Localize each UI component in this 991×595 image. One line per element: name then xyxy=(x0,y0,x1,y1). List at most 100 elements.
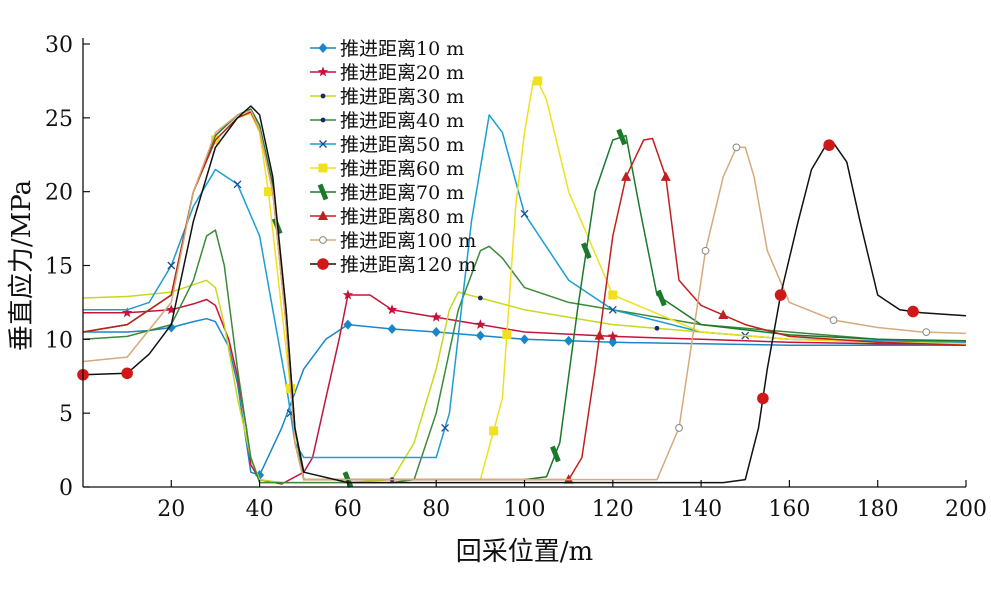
legend-item: 推进距离60 m xyxy=(310,158,464,180)
data-point xyxy=(317,183,329,201)
legend-item: 推进距离120 m xyxy=(310,254,476,276)
data-point xyxy=(533,76,543,86)
data-point xyxy=(263,187,273,197)
data-point xyxy=(319,140,327,148)
data-point xyxy=(441,423,449,432)
legend-label: 推进距离10 m xyxy=(340,38,464,60)
data-point xyxy=(318,210,328,220)
data-point xyxy=(660,171,671,181)
series-8 xyxy=(82,111,967,484)
series-line xyxy=(83,114,967,459)
x-tick-label: 200 xyxy=(945,497,987,522)
data-point xyxy=(675,424,683,432)
data-point xyxy=(343,319,353,330)
data-point xyxy=(621,171,632,181)
data-point xyxy=(580,242,592,260)
data-point xyxy=(386,304,398,315)
legend-label: 推进距离60 m xyxy=(340,158,464,180)
data-point xyxy=(167,261,176,270)
data-point xyxy=(922,328,931,336)
x-tick-label: 120 xyxy=(592,497,634,522)
data-point xyxy=(320,93,326,99)
x-tick-label: 40 xyxy=(246,497,274,522)
data-point xyxy=(774,289,787,301)
x-tick-label: 180 xyxy=(857,497,899,522)
data-point xyxy=(757,392,769,405)
series-7 xyxy=(82,108,967,488)
series-line xyxy=(82,111,967,481)
series-line xyxy=(82,108,967,481)
series-line xyxy=(83,317,966,476)
legend-item: 推进距离10 m xyxy=(310,38,464,60)
data-point xyxy=(608,305,617,314)
x-tick-label: 20 xyxy=(157,497,185,522)
data-point xyxy=(489,426,499,436)
series-9 xyxy=(82,109,967,481)
series-line xyxy=(82,109,967,481)
series-2 xyxy=(83,289,966,485)
series-line xyxy=(82,279,967,484)
x-tick-label: 160 xyxy=(768,497,810,522)
data-point xyxy=(431,326,441,337)
data-point xyxy=(608,337,618,348)
data-point xyxy=(823,139,835,151)
x-tick-label: 140 xyxy=(680,497,722,522)
series-line xyxy=(82,105,967,484)
y-tick-label: 20 xyxy=(45,181,73,206)
series-10 xyxy=(77,105,967,484)
data-point xyxy=(475,330,485,341)
y-tick-label: 25 xyxy=(45,107,73,132)
legend-label: 推进距离40 m xyxy=(340,110,464,132)
x-tick-label: 80 xyxy=(422,497,450,522)
data-point xyxy=(318,43,328,53)
legend-label: 推进距离30 m xyxy=(340,86,464,108)
legend-label: 推进距离100 m xyxy=(340,230,476,252)
data-point xyxy=(233,180,242,189)
legend-label: 推进距离50 m xyxy=(340,134,464,156)
series-line xyxy=(82,229,967,484)
data-point xyxy=(319,236,327,244)
series-4 xyxy=(82,229,967,484)
legend-label: 推进距离120 m xyxy=(340,254,476,276)
x-axis-title: 回采位置/m xyxy=(456,537,593,567)
data-point xyxy=(477,295,483,301)
data-point xyxy=(564,335,574,346)
series-3 xyxy=(82,279,967,484)
data-point xyxy=(166,304,177,315)
legend-item: 推进距离30 m xyxy=(310,86,464,108)
data-point xyxy=(342,289,354,300)
legend-label: 推进距离80 m xyxy=(340,206,464,228)
legend-item: 推进距离70 m xyxy=(310,182,464,204)
legend-item: 推进距离50 m xyxy=(310,134,464,156)
x-tick-label: 60 xyxy=(334,497,362,522)
data-point xyxy=(317,66,329,77)
data-point xyxy=(608,290,618,300)
data-point xyxy=(387,323,397,334)
legend-item: 推进距离100 m xyxy=(310,230,476,252)
y-tick-label: 5 xyxy=(59,402,73,427)
data-point xyxy=(718,309,729,319)
legend-item: 推进距离40 m xyxy=(310,110,464,132)
data-point xyxy=(701,246,710,255)
data-point xyxy=(318,163,328,173)
data-point xyxy=(431,311,442,322)
data-point xyxy=(520,209,529,218)
data-point xyxy=(829,316,838,325)
data-point xyxy=(550,445,561,463)
data-point xyxy=(732,143,741,152)
data-point xyxy=(502,329,512,339)
series-layer xyxy=(77,76,967,488)
legend-item: 推进距离80 m xyxy=(310,206,464,228)
x-tick-label: 100 xyxy=(504,497,546,522)
series-1 xyxy=(83,317,966,481)
axes-layer: 20 40 60 80 100 120 140 160 180 200 0 5 10 15 20 25 30 xyxy=(45,33,987,522)
data-point xyxy=(520,334,529,345)
data-point xyxy=(907,305,919,318)
data-point xyxy=(317,258,329,270)
y-tick-label: 15 xyxy=(45,255,73,280)
data-point xyxy=(654,325,660,331)
y-tick-label: 0 xyxy=(59,476,73,501)
series-5 xyxy=(83,114,967,459)
